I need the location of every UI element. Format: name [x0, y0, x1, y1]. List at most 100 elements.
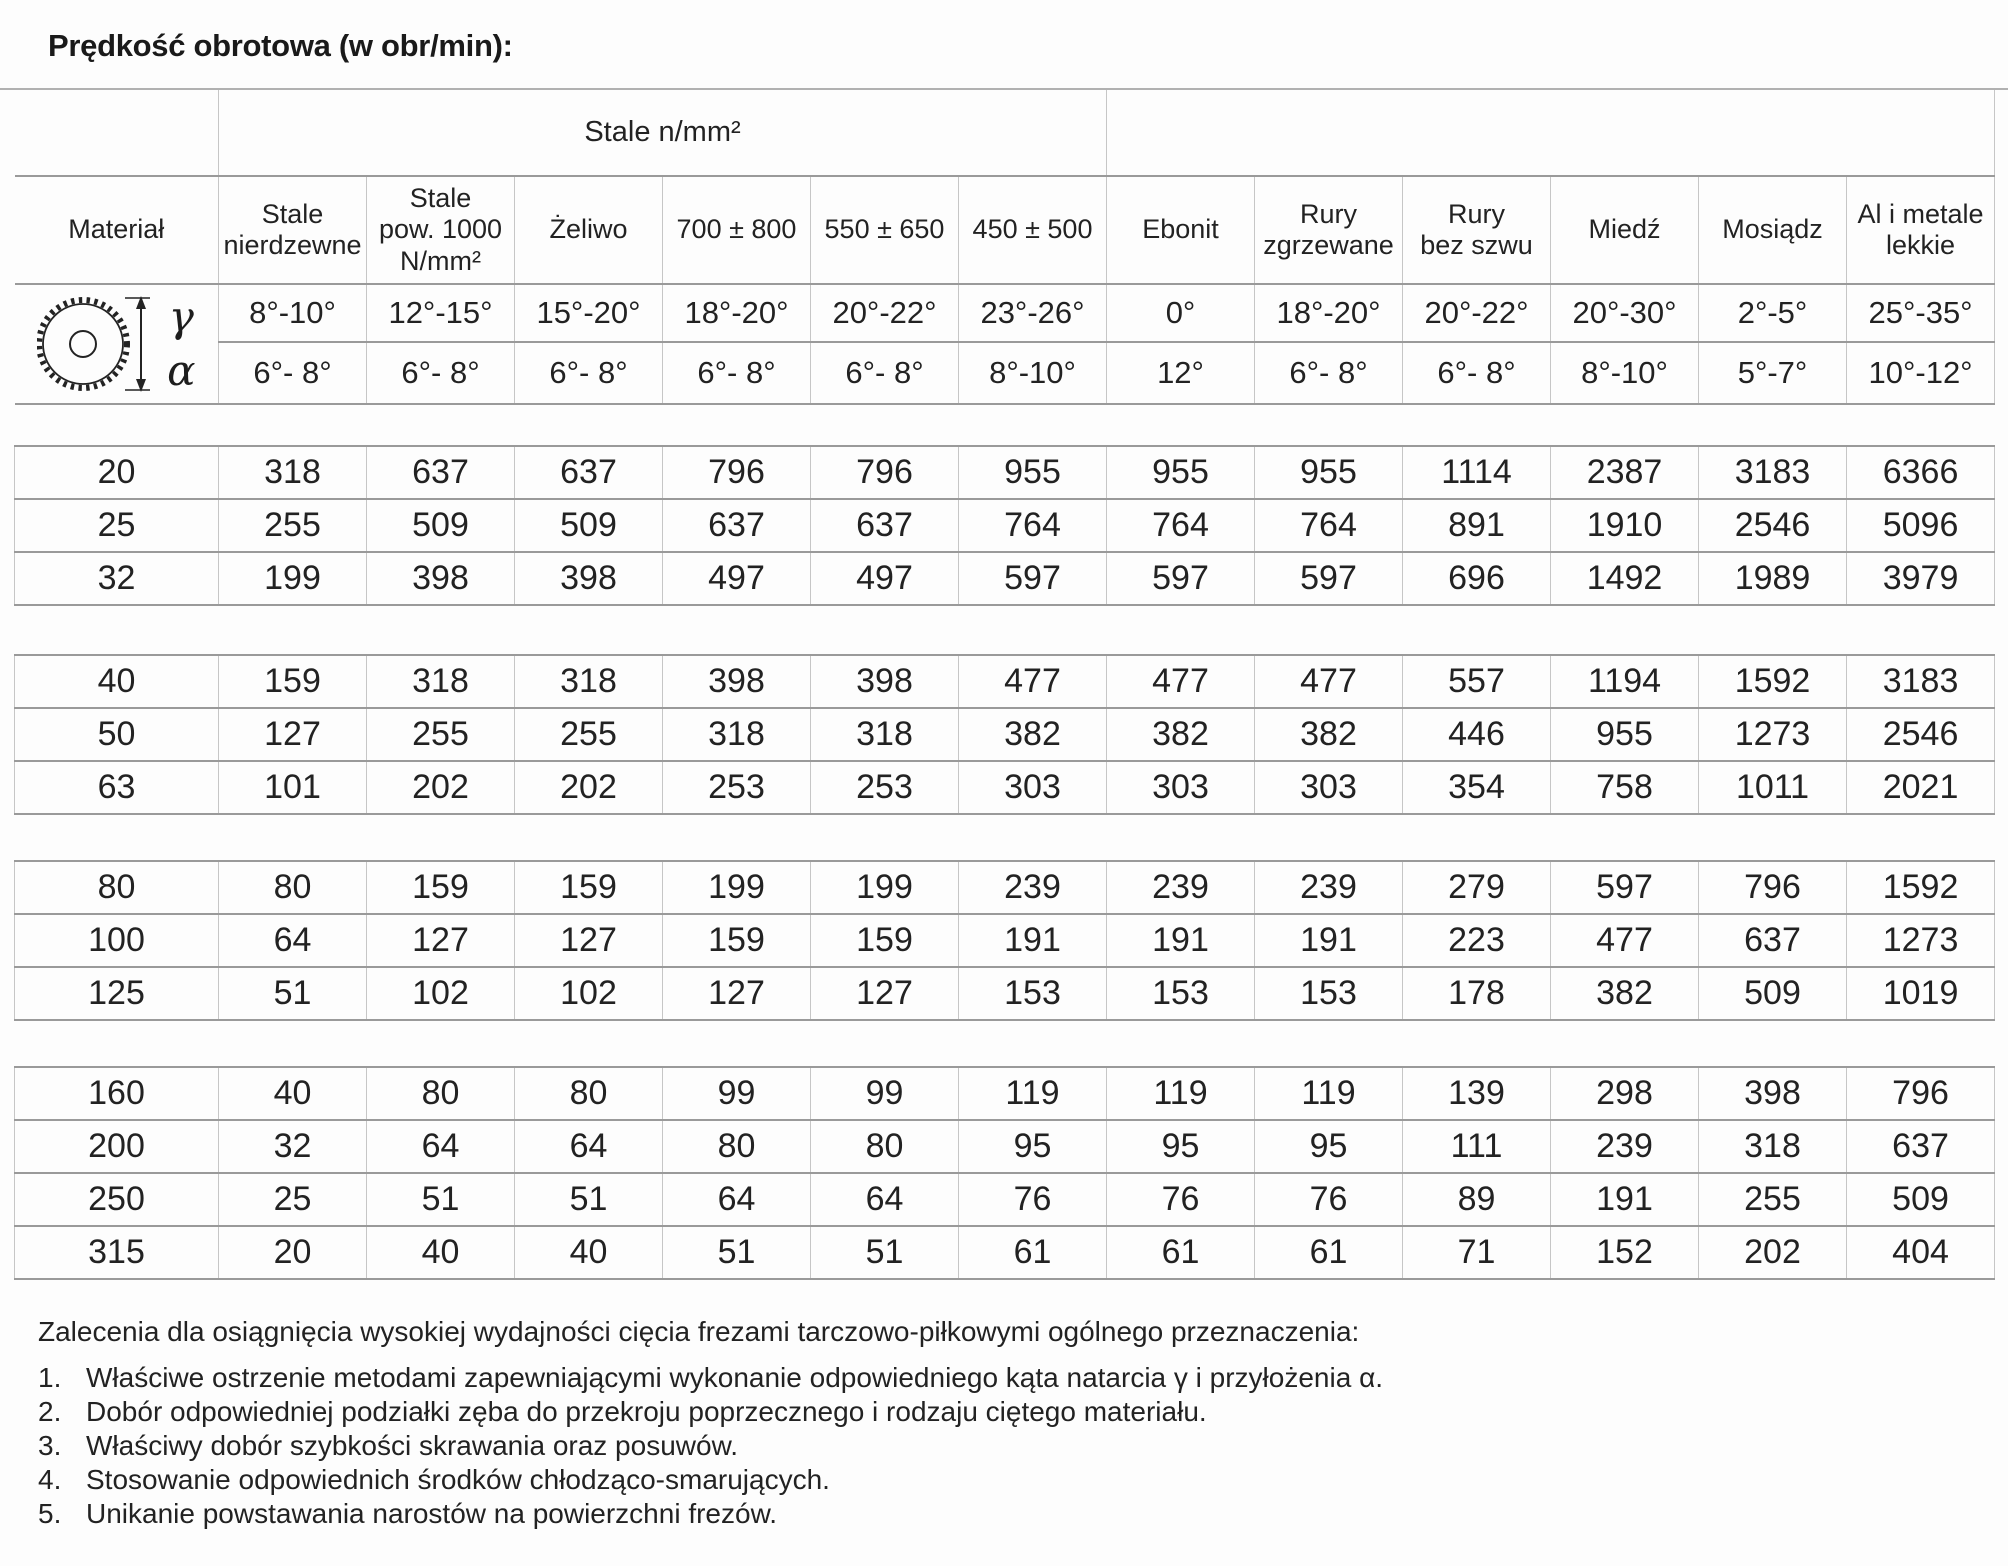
table-row: 200 32 64 64 80 80 95 95 95 111 239 318 637 [14, 1119, 1996, 1174]
table-row: 315 20 40 40 51 51 61 61 61 71 152 202 404 [14, 1225, 1996, 1280]
gamma-value-cell: 23°-26° [957, 284, 1108, 344]
value-cell: 102 [366, 966, 515, 1021]
value-cell: 696 [1402, 551, 1552, 606]
alpha-value-cell: 6°- 8° [662, 342, 811, 405]
value-cell: 159 [218, 654, 367, 709]
diameter-cell: 160 [14, 1066, 219, 1121]
value-cell: 61 [957, 1225, 1108, 1280]
gamma-value-cell: 8°-10° [218, 284, 367, 344]
value-cell: 477 [1106, 654, 1256, 709]
col-header-0: Materiał [14, 176, 219, 285]
value-cell: 99 [810, 1066, 959, 1121]
value-cell: 223 [1402, 913, 1552, 968]
note-number: 5. [38, 1498, 62, 1529]
value-cell: 51 [366, 1172, 515, 1227]
value-cell: 509 [366, 498, 515, 553]
table-row: 80 80 159 159 199 199 239 239 239 279 597 796 1592 [14, 860, 1996, 915]
diameter-cell: 315 [14, 1225, 219, 1280]
alpha-value-cell: 6°- 8° [366, 342, 515, 405]
value-cell: 1273 [1698, 707, 1848, 762]
group-gap [15, 814, 1995, 861]
alpha-value-cell: 6°- 8° [810, 342, 959, 405]
diameter-cell: 40 [14, 654, 219, 709]
value-cell: 255 [366, 707, 515, 762]
col-header-3: Żeliwo [514, 176, 663, 285]
value-cell: 955 [1254, 445, 1404, 500]
value-cell: 199 [662, 860, 811, 915]
diameter-cell: 250 [14, 1172, 219, 1227]
value-cell: 51 [514, 1172, 663, 1227]
value-cell: 152 [1550, 1225, 1700, 1280]
col-header-12: Al i metale lekkie [1846, 176, 1996, 285]
value-cell: 20 [218, 1225, 367, 1280]
gamma-value-cell: 20°-22° [810, 284, 959, 344]
note-item: 3. Właściwy dobór szybkości skrawania ora… [38, 1429, 1383, 1463]
gamma-value-cell: 18°-20° [1254, 284, 1404, 344]
value-cell: 153 [1254, 966, 1404, 1021]
value-cell: 497 [662, 551, 811, 606]
value-cell: 153 [957, 966, 1108, 1021]
value-cell: 80 [218, 860, 367, 915]
value-cell: 1114 [1402, 445, 1552, 500]
value-cell: 398 [1698, 1066, 1848, 1121]
value-cell: 127 [514, 913, 663, 968]
table-row-column-headers: Materiał Stale nierdzewne Stale pow. 1000 … [14, 176, 1996, 285]
group-gap [15, 404, 1995, 446]
value-cell: 95 [957, 1119, 1108, 1174]
value-cell: 153 [1106, 966, 1256, 1021]
value-cell: 298 [1550, 1066, 1700, 1121]
group-gap [15, 1020, 1995, 1067]
value-cell: 202 [366, 760, 515, 815]
notes-list: 1. Właściwe ostrzenie metodami zapewniają… [38, 1361, 1383, 1531]
value-cell: 597 [957, 551, 1108, 606]
alpha-value-cell: 12° [1106, 342, 1256, 405]
value-cell: 101 [218, 760, 367, 815]
value-cell: 1592 [1846, 860, 1996, 915]
value-cell: 119 [957, 1066, 1108, 1121]
table-row: 40 159 318 318 398 398 477 477 477 557 1194 1592 318… [14, 654, 1996, 709]
value-cell: 6366 [1846, 445, 1996, 500]
table-row: 160 40 80 80 99 99 119 119 119 139 298 398 796 [14, 1066, 1996, 1121]
group-header-steels: Stale n/mm² [217, 90, 1108, 177]
gamma-value-cell: 18°-20° [662, 284, 811, 344]
group-header-empty-right [1106, 90, 1996, 177]
alpha-value-cell: 10°-12° [1846, 342, 1996, 405]
value-cell: 497 [810, 551, 959, 606]
table-row: 32 199 398 398 497 497 597 597 597 696 1492 1989 397… [14, 551, 1996, 606]
note-item: 5. Unikanie powstawania narostów na powie… [38, 1497, 1383, 1531]
col-header-5: 550 ± 650 [810, 176, 959, 285]
value-cell: 64 [810, 1172, 959, 1227]
value-cell: 398 [514, 551, 663, 606]
value-cell: 3183 [1846, 654, 1996, 709]
diameter-cell: 100 [14, 913, 219, 968]
top-divider [0, 88, 2008, 90]
alpha-value-cell: 5°-7° [1698, 342, 1848, 405]
value-cell: 159 [366, 860, 515, 915]
value-cell: 597 [1254, 551, 1404, 606]
value-cell: 637 [1698, 913, 1848, 968]
col-header-11: Mosiądz [1698, 176, 1848, 285]
note-text: Unikanie powstawania narostów na powierz… [86, 1498, 778, 1529]
value-cell: 159 [810, 913, 959, 968]
value-cell: 557 [1402, 654, 1552, 709]
group-header-empty-left [14, 90, 219, 177]
value-cell: 2546 [1846, 707, 1996, 762]
value-cell: 159 [662, 913, 811, 968]
gamma-value-cell: 2°-5° [1698, 284, 1848, 344]
value-cell: 1194 [1550, 654, 1700, 709]
col-header-2: Stale pow. 1000 N/mm² [366, 176, 515, 285]
value-cell: 318 [218, 445, 367, 500]
table-row-alpha: 6°- 8° 6°- 8° 6°- 8° 6°- 8° 6°- 8° 8°-10° 12° 6… [15, 342, 1996, 405]
value-cell: 71 [1402, 1225, 1552, 1280]
saw-blade-icon [37, 296, 151, 392]
value-cell: 382 [957, 707, 1108, 762]
value-cell: 40 [514, 1225, 663, 1280]
value-cell: 637 [810, 498, 959, 553]
diameter-cell: 20 [14, 445, 219, 500]
value-cell: 3979 [1846, 551, 1996, 606]
value-cell: 253 [810, 760, 959, 815]
table-row-group-header: Stale n/mm² [14, 90, 1996, 177]
table-row: 100 64 127 127 159 159 191 191 191 223 477 637 1273 [14, 913, 1996, 968]
value-cell: 61 [1106, 1225, 1256, 1280]
value-cell: 239 [1550, 1119, 1700, 1174]
